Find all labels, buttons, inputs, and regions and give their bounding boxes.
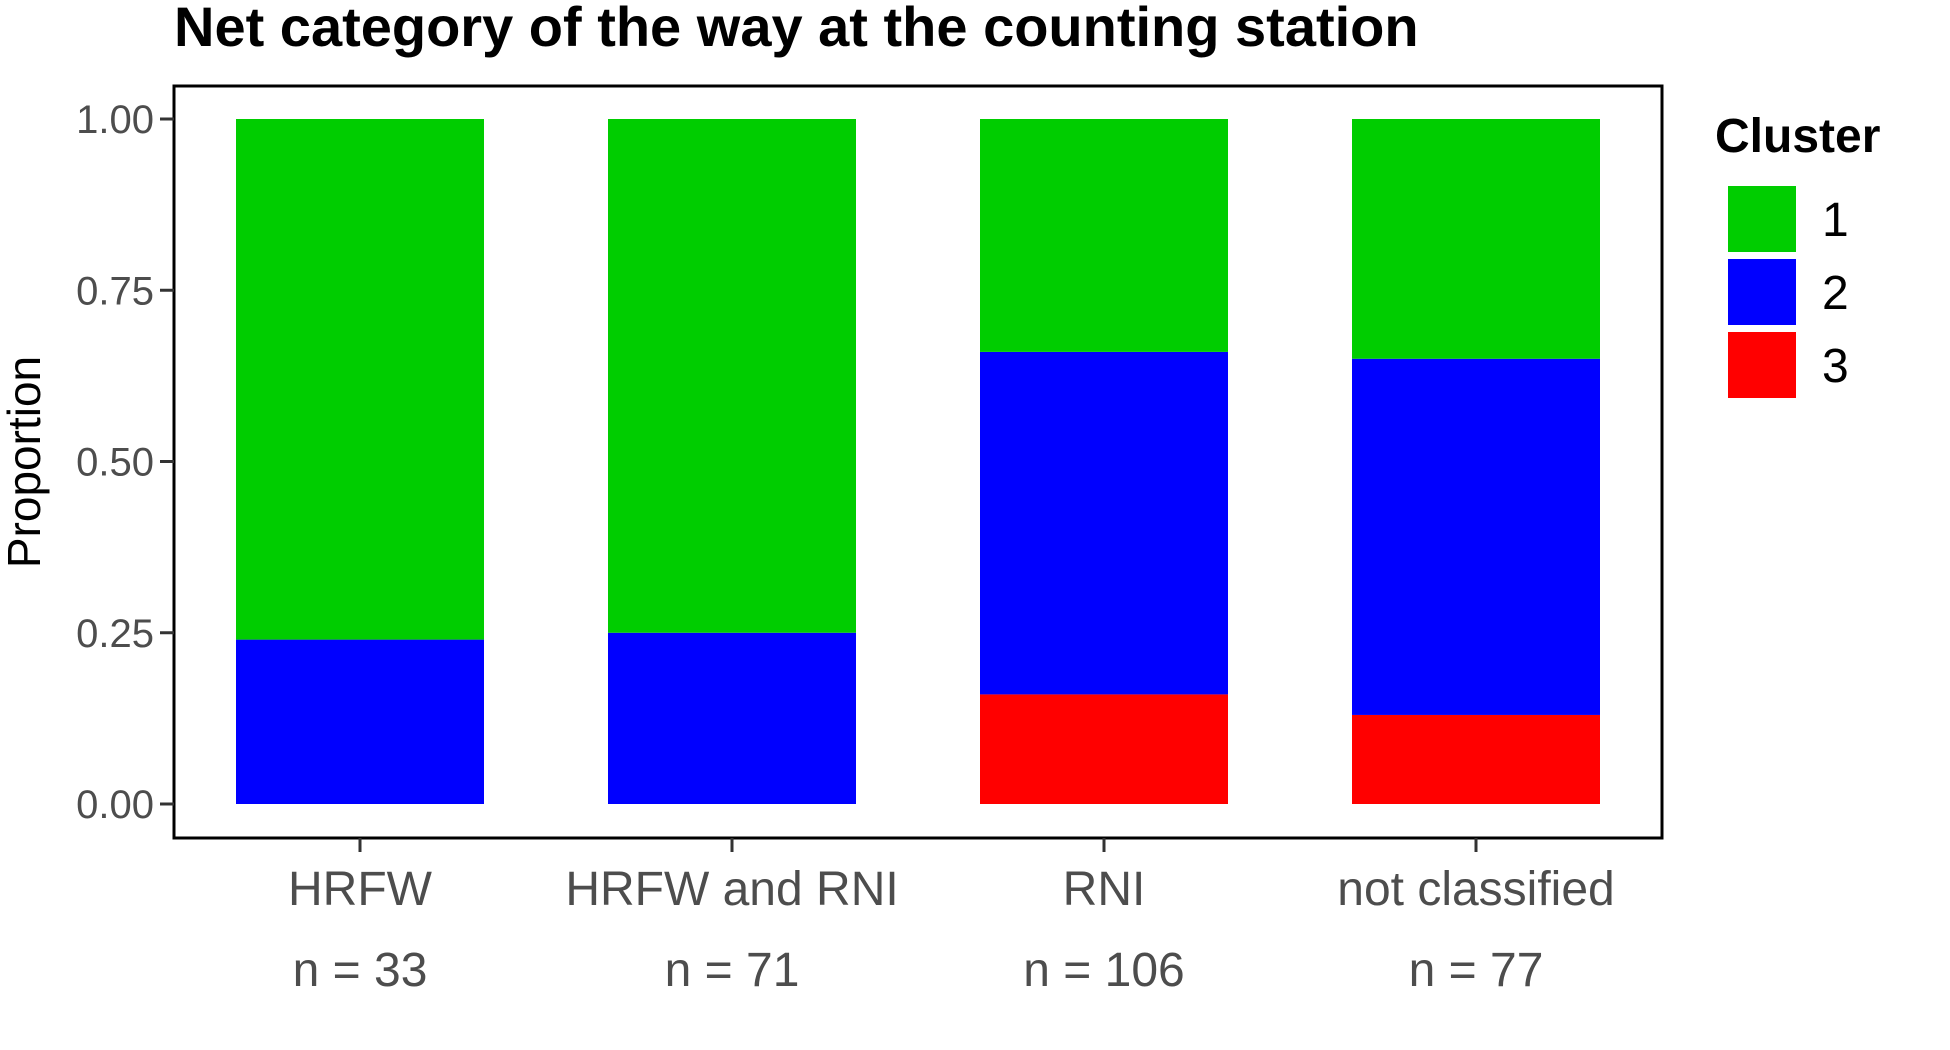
y-axis-title: Proportion [0,356,50,568]
y-tick-label: 1.00 [76,98,154,142]
y-axis: 0.00 0.25 0.50 0.75 1.00 [76,98,174,827]
bars-group [236,119,1600,804]
x-category-count: n = 106 [1023,944,1184,997]
legend-swatch-1 [1728,186,1796,252]
x-category-label: not classified [1337,863,1614,916]
legend-swatch-2 [1728,259,1796,325]
y-tick-label: 0.25 [76,612,154,656]
bar-segment-4-cluster-2 [1352,358,1600,715]
legend-label-2: 2 [1822,267,1849,320]
legend-swatch-3 [1728,332,1796,398]
bar-segment-1-cluster-1 [236,119,484,640]
bar-segment-3-cluster-1 [980,119,1228,352]
bar-segment-2-cluster-2 [608,632,856,804]
legend-label-1: 1 [1822,194,1849,247]
y-tick-label: 0.50 [76,441,154,485]
bar-segment-4-cluster-1 [1352,119,1600,359]
y-tick-label: 0.75 [76,269,154,313]
legend-label-3: 3 [1822,340,1849,393]
bar-segment-1-cluster-2 [236,639,484,804]
x-category-label: HRFW [288,863,433,916]
bar-segment-4-cluster-3 [1352,714,1600,804]
chart-title: Net category of the way at the counting … [174,0,1419,58]
x-category-label: RNI [1063,863,1146,916]
x-category-count: n = 71 [665,944,800,997]
y-tick-label: 0.00 [76,783,154,827]
bar-segment-2-cluster-1 [608,119,856,633]
x-category-count: n = 77 [1409,944,1544,997]
x-axis: HRFW n = 33 HRFW and RNI n = 71 RNI n = 106 no… [288,838,1615,997]
x-category-count: n = 33 [293,944,428,997]
bar-segment-3-cluster-2 [980,351,1228,695]
bar-segment-3-cluster-3 [980,694,1228,804]
x-category-label: HRFW and RNI [565,863,898,916]
legend: Cluster 1 2 3 [1715,110,1880,398]
legend-title: Cluster [1715,110,1880,163]
